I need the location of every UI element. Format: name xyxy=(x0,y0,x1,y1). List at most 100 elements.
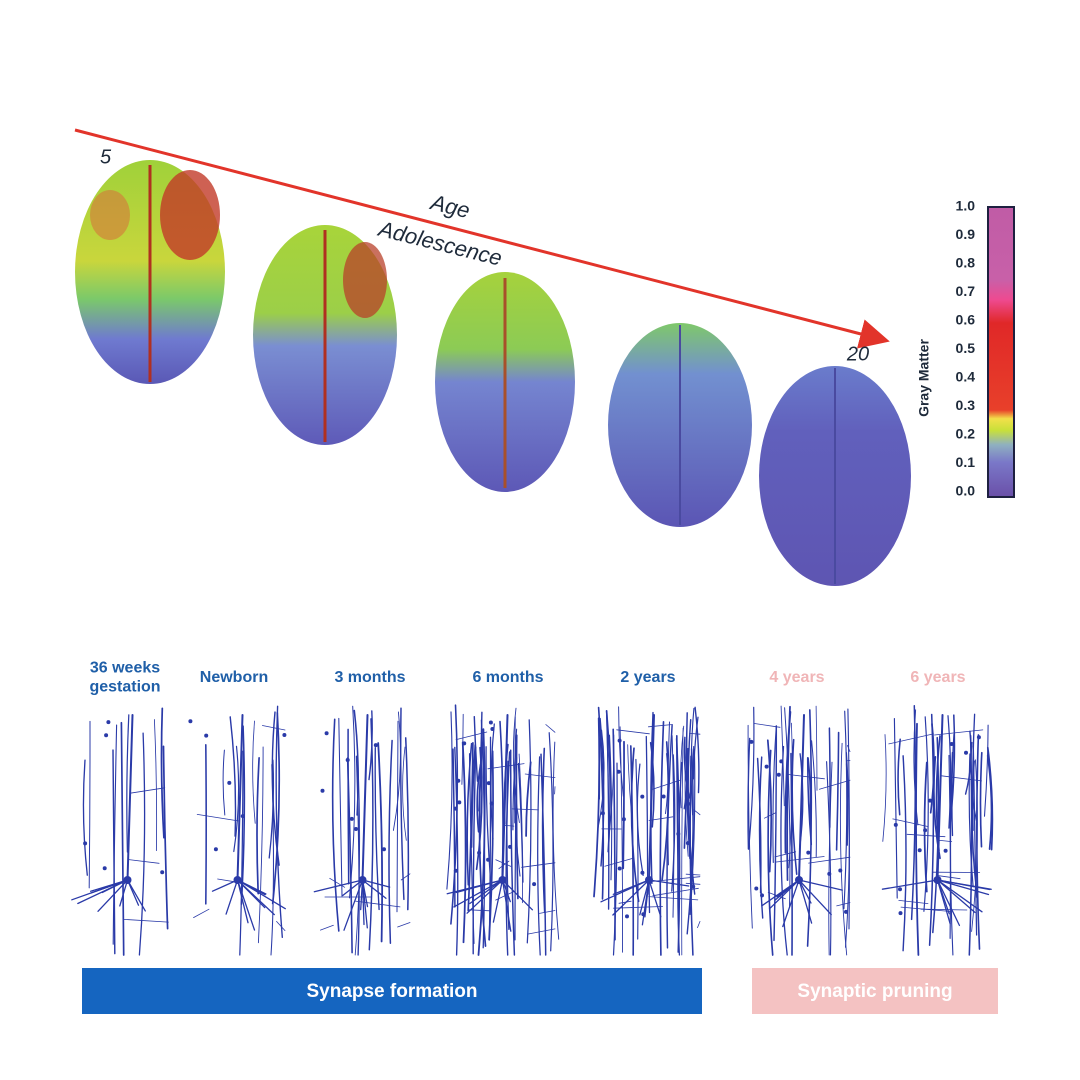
stage-label: gestation xyxy=(89,679,160,696)
cell-body xyxy=(827,871,832,876)
cell-body xyxy=(616,769,621,774)
colorbar-tick-label: 0.2 xyxy=(956,426,976,442)
basal-dendrite xyxy=(236,879,286,910)
dendrite xyxy=(979,751,983,848)
basal-dendrite xyxy=(936,879,961,927)
neuron-panel xyxy=(313,705,411,956)
cell-body xyxy=(456,778,461,783)
colorbar-tick-label: 0.5 xyxy=(956,340,976,356)
branch xyxy=(613,906,663,909)
basal-dendrite xyxy=(798,879,843,891)
basal-dendrite xyxy=(612,879,650,895)
cell-body xyxy=(838,868,843,873)
cell-body xyxy=(213,847,218,852)
cell-body xyxy=(641,912,646,917)
cell-body xyxy=(621,817,626,822)
dendrite xyxy=(466,742,473,886)
stage-label: 2 years xyxy=(620,669,675,686)
dendrite xyxy=(331,718,340,932)
cell-body xyxy=(640,794,645,799)
dendrite xyxy=(368,710,373,781)
dendrite xyxy=(552,741,560,940)
dendrite xyxy=(806,709,813,947)
dendrite xyxy=(659,720,665,956)
cell-body xyxy=(917,848,922,853)
cell-body xyxy=(354,827,358,831)
dendrite xyxy=(767,749,774,956)
colorbar-label: Gray Matter xyxy=(916,339,932,417)
dendrite xyxy=(681,727,684,956)
branch xyxy=(898,900,929,904)
cell-body xyxy=(617,738,622,743)
brain-patch xyxy=(343,242,387,318)
dendrite xyxy=(268,759,275,859)
dendrite xyxy=(476,763,482,833)
dendrite xyxy=(346,757,353,954)
branch xyxy=(649,876,701,882)
cell-body xyxy=(373,743,378,748)
basal-dendrite xyxy=(361,879,365,926)
cell-body xyxy=(453,806,458,811)
cell-body xyxy=(488,720,493,725)
colorbar-tick-label: 0.3 xyxy=(956,397,976,413)
basal-dendrite xyxy=(236,879,256,931)
cell-body xyxy=(498,876,507,884)
branch xyxy=(261,725,286,731)
branch xyxy=(193,908,210,918)
pruning-bar xyxy=(752,968,998,1014)
dendrite xyxy=(902,755,907,952)
cell-body xyxy=(102,866,107,871)
dendrite xyxy=(784,711,792,854)
stage-label: 36 weeks xyxy=(90,660,160,677)
dendrite xyxy=(222,749,226,816)
cell-body xyxy=(486,857,491,862)
dendrite xyxy=(807,757,812,824)
cell-body xyxy=(349,816,354,821)
basal-dendrite xyxy=(798,879,812,904)
dendrite xyxy=(893,718,898,899)
dendrite xyxy=(609,734,615,831)
dendrite xyxy=(138,732,146,956)
dendrite xyxy=(756,757,762,894)
dendrite xyxy=(488,750,494,941)
dendrite xyxy=(791,738,798,875)
dendrite xyxy=(348,705,356,899)
cell-body xyxy=(160,870,165,875)
basal-dendrite xyxy=(211,879,239,892)
dendrite xyxy=(815,705,818,791)
dendrite xyxy=(120,721,125,956)
cell-body xyxy=(754,886,759,891)
neuron-panel xyxy=(188,705,287,956)
cell-body xyxy=(964,750,968,755)
cell-body xyxy=(928,798,933,803)
cell-body xyxy=(764,764,769,769)
cell-body xyxy=(358,876,367,884)
dendrite xyxy=(951,733,955,837)
basal-dendrite xyxy=(343,879,364,931)
branch xyxy=(754,723,781,728)
dendrite xyxy=(747,724,753,929)
basal-dendrite xyxy=(342,879,364,897)
branch xyxy=(888,733,934,745)
cell-body xyxy=(933,876,942,884)
cell-body xyxy=(685,841,690,846)
dendrite xyxy=(949,714,956,824)
branch xyxy=(648,896,699,901)
branch xyxy=(539,910,556,914)
basal-dendrite xyxy=(71,879,129,901)
cell-body xyxy=(227,780,232,785)
branch xyxy=(774,851,797,858)
dendrite xyxy=(790,752,793,956)
dendrite xyxy=(915,722,920,956)
cell-body xyxy=(320,788,325,793)
dendrite xyxy=(882,734,887,842)
dendrite xyxy=(784,707,791,908)
basal-dendrite xyxy=(936,879,976,914)
basal-dendrite xyxy=(236,879,267,895)
dendrite xyxy=(748,706,755,850)
basal-dendrite xyxy=(236,879,249,924)
branch xyxy=(847,745,851,752)
branch xyxy=(685,882,701,885)
dendrite xyxy=(515,734,519,900)
